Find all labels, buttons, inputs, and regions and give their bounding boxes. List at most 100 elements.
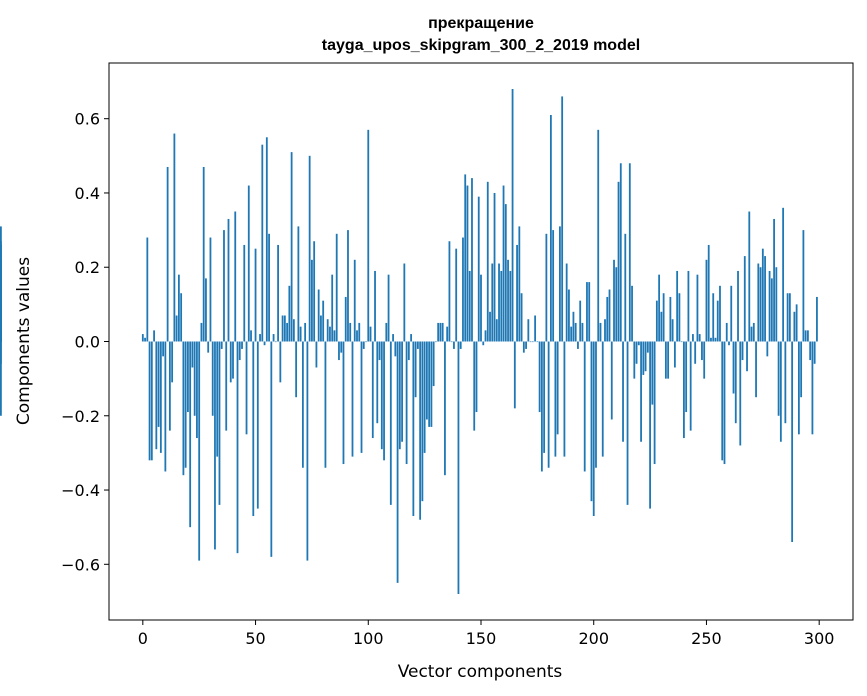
bar-273: [757, 263, 760, 342]
bar-149: [477, 196, 480, 342]
bar-16: [177, 274, 180, 342]
bar-299: [816, 296, 818, 342]
bar-157: [495, 319, 498, 342]
bar-39: [229, 341, 232, 383]
bar-166: [516, 244, 518, 342]
bar-181: [549, 114, 552, 342]
bar-33: [216, 341, 219, 457]
x-axis-ticks: 0 50 100 150 200 250 300: [138, 620, 834, 648]
bar-286: [786, 293, 789, 342]
bar-86: [335, 233, 338, 342]
bar-280: [773, 218, 775, 342]
bar-100: [367, 129, 370, 342]
bar-73: [306, 341, 309, 561]
bar-257: [721, 341, 724, 461]
bar-66: [290, 152, 293, 342]
bar-12: [168, 341, 171, 431]
chart-subtitle: tayga_upos_skipgram_300_2_2019 model: [322, 37, 640, 54]
bar-298: [813, 341, 816, 364]
bar-25: [198, 341, 201, 561]
bar-196: [583, 341, 586, 472]
bar-114: [398, 341, 401, 450]
bar-200: [592, 341, 595, 517]
bar-284: [782, 207, 785, 342]
bar-161: [504, 204, 507, 342]
bar-140: [457, 341, 460, 595]
bar-145: [468, 270, 471, 342]
bar-186: [561, 96, 564, 342]
bar-27: [202, 166, 205, 342]
bar-48: [250, 330, 252, 342]
bar-167: [518, 226, 521, 342]
bar-79: [320, 315, 322, 342]
bar-237: [676, 270, 679, 342]
bar-263: [734, 341, 737, 424]
bar-180: [547, 341, 550, 468]
y-axis-ticks: −0.6 −0.4 −0.2 0.0 0.2 0.4 0.6: [61, 110, 109, 574]
bar-267: [743, 256, 746, 342]
bar-44: [241, 341, 243, 349]
bar-128: [430, 341, 433, 427]
bar-202: [597, 129, 600, 342]
bar-54: [263, 341, 266, 346]
bar-1: [144, 337, 146, 342]
bar-59: [274, 341, 277, 343]
bar-129: [432, 341, 435, 387]
bar-57: [270, 341, 273, 557]
bar-176: [538, 341, 541, 413]
bar-264: [737, 270, 739, 342]
bar-109: [387, 274, 390, 342]
bar-13: [171, 341, 174, 383]
bar-126: [425, 341, 428, 420]
y-tick-label: 0.0: [75, 333, 100, 352]
bar-227: [653, 341, 656, 465]
bar-110: [389, 341, 392, 505]
bar-104: [376, 341, 379, 424]
bar-156: [493, 192, 496, 342]
bar-291: [797, 341, 800, 435]
bar-4: [150, 341, 153, 461]
bar-30: [209, 237, 212, 342]
x-tick-label: 150: [466, 629, 497, 648]
bar-228: [655, 300, 658, 342]
bar-62: [281, 315, 284, 342]
bar-49: [252, 341, 255, 517]
bar-112: [394, 341, 397, 357]
bar-177: [540, 341, 543, 472]
bar-92: [349, 322, 352, 342]
x-tick-label: 250: [691, 629, 722, 648]
bar-130: [435, 341, 437, 343]
bar-5: [153, 330, 155, 342]
y-tick-label: 0.2: [75, 258, 100, 277]
bar-69: [297, 226, 300, 342]
bar-233: [667, 341, 670, 379]
bar-281: [775, 267, 778, 342]
bar-45: [243, 244, 246, 342]
bar-52: [259, 334, 261, 342]
bar-252: [710, 337, 712, 342]
bar-99: [365, 341, 367, 343]
bar-21: [189, 341, 192, 528]
y-tick-label: −0.4: [61, 481, 100, 500]
bar-223: [644, 341, 647, 372]
bar-230: [660, 311, 663, 342]
bar-41: [234, 211, 237, 342]
bar-220: [637, 341, 640, 346]
bar-10: [164, 341, 167, 472]
bar-9: [162, 341, 165, 357]
bar-38: [227, 218, 230, 342]
bar-236: [673, 341, 676, 368]
bar-165: [513, 341, 516, 409]
bar-84: [331, 274, 334, 342]
bar-250: [705, 259, 708, 342]
bar-98: [362, 341, 365, 349]
bar-29: [207, 341, 210, 353]
bar-262: [732, 341, 735, 394]
bar-183: [554, 341, 557, 457]
bar-249: [703, 341, 706, 379]
bar-43: [238, 341, 241, 361]
bar-124: [421, 341, 424, 502]
bar-266: [741, 341, 744, 361]
bar-276: [764, 256, 766, 342]
bar-285: [784, 341, 787, 424]
